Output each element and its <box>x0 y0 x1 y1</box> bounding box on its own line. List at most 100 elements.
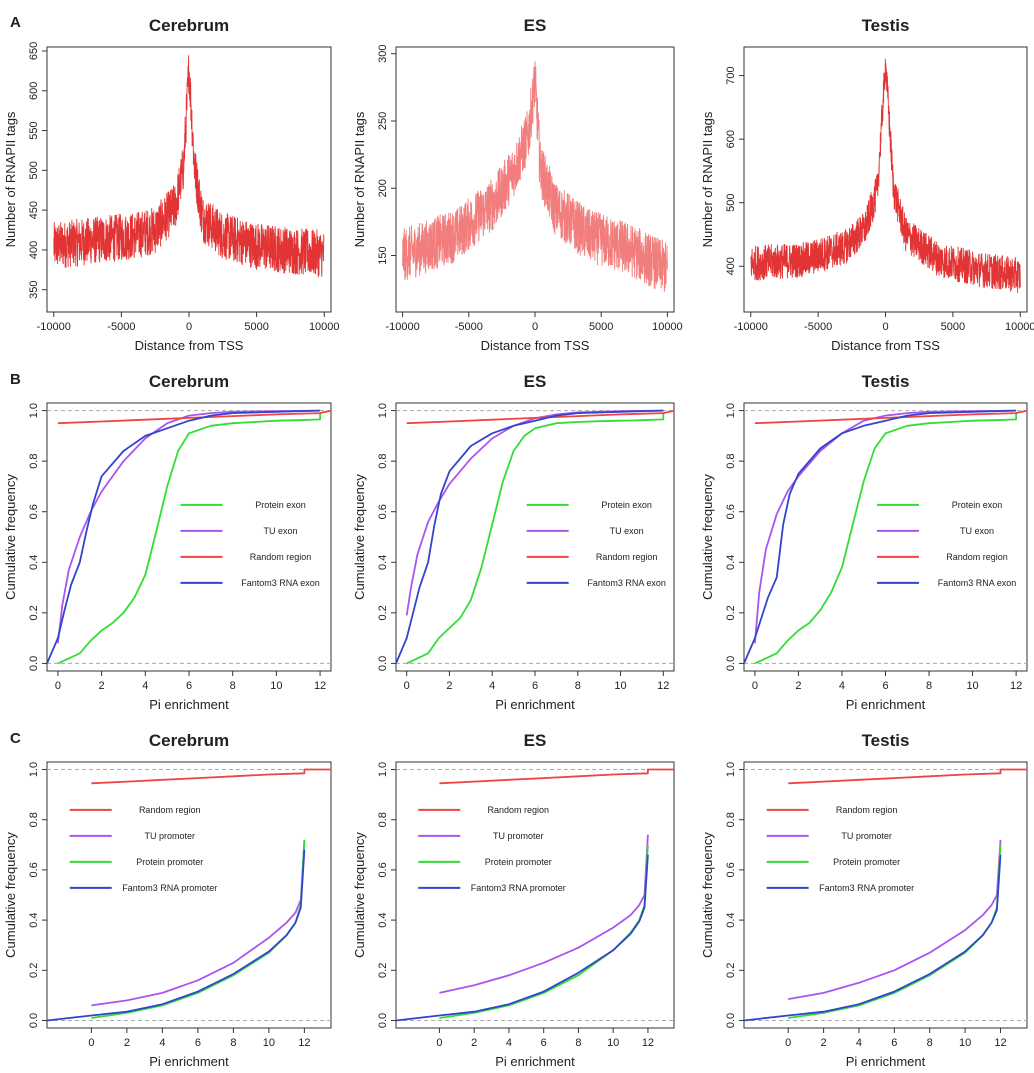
chart-b-testis-y-tick-label: 0.6 <box>725 504 737 519</box>
chart-b-cerebrum-x-tick-label: 0 <box>55 680 61 692</box>
chart-b-cerebrum-series-protein-exon <box>57 413 321 665</box>
chart-c-cerebrum-y-tick-label: 0.4 <box>28 912 40 927</box>
chart-c-es-series-random-region <box>439 768 674 785</box>
chart-b-cerebrum-legend: Protein exon TU exon Random region Fantom3 … <box>180 500 320 588</box>
chart-b-cerebrum-x-tick-label: 6 <box>186 680 192 692</box>
chart-b-cerebrum-y-axis-label: Cumulative frequency <box>3 474 18 600</box>
chart-b-cerebrum-y-tick-label: 0.4 <box>28 555 40 570</box>
chart-c-cerebrum-y-tick-label: 1.0 <box>28 762 40 777</box>
chart-a-cerebrum-y-tick-label: 650 <box>28 42 40 60</box>
chart-b-cerebrum-x-tick-label: 10 <box>270 680 282 692</box>
chart-b-es-legend: Protein exon TU exon Random region Fantom3 … <box>526 500 666 588</box>
panel-label-c: C <box>10 730 21 747</box>
chart-a-cerebrum-y-tick-label: 550 <box>28 121 40 139</box>
chart-c-es-x-tick-label: 12 <box>642 1037 654 1049</box>
chart-a-cerebrum-x-tick-label: 0 <box>186 321 192 333</box>
chart-a-es-y-tick-label: 300 <box>377 45 389 63</box>
chart-c-es-y-tick-label: 0.0 <box>377 1013 389 1028</box>
chart-b-es-title: ES <box>524 372 547 391</box>
chart-a-es-y-tick-label: 250 <box>377 112 389 130</box>
chart-b-cerebrum-legend-label-protein-exon: Protein exon <box>255 500 306 510</box>
chart-c-testis-legend-label-protein-promoter: Protein promoter <box>833 857 900 867</box>
chart-a-testis-x-axis-label: Distance from TSS <box>831 338 940 353</box>
chart-b-cerebrum-legend-label-fantom3-rna-exon: Fantom3 RNA exon <box>241 578 320 588</box>
chart-c-testis-y-axis-label: Cumulative frequency <box>700 832 715 958</box>
chart-c-es-legend-label-protein-promoter: Protein promoter <box>485 857 552 867</box>
chart-c-es-legend-label-fantom3-rna-promoter: Fantom3 RNA promoter <box>471 883 566 893</box>
chart-b-cerebrum-y-tick-label: 1.0 <box>28 403 40 418</box>
chart-a-cerebrum-x-tick-label: -5000 <box>107 321 135 333</box>
chart-c-testis-x-tick-label: 6 <box>891 1037 897 1049</box>
chart-b-es-x-axis-label: Pi enrichment <box>495 697 575 712</box>
chart-c-cerebrum-title: Cerebrum <box>149 731 229 750</box>
chart-a-cerebrum-y-tick-label: 600 <box>28 82 40 100</box>
chart-b-es-x-tick-label: 6 <box>532 680 538 692</box>
chart-c-testis-y-tick-label: 0.8 <box>725 812 737 827</box>
chart-a-es-x-axis-label: Distance from TSS <box>481 338 590 353</box>
chart-a-cerebrum: Cerebrum -10000 -5000 0 5000 10000 350 400 450 50… <box>3 16 340 353</box>
panel-label-b: B <box>10 371 21 388</box>
chart-c-es-x-tick-label: 0 <box>436 1037 442 1049</box>
chart-c-testis-x-tick-label: 8 <box>927 1037 933 1049</box>
chart-c-testis-x-tick-label: 4 <box>856 1037 862 1049</box>
chart-c-testis-title: Testis <box>862 731 910 750</box>
chart-c-cerebrum-x-tick-label: 6 <box>195 1037 201 1049</box>
chart-a-cerebrum-y-tick-label: 350 <box>28 281 40 299</box>
chart-b-es-legend-label-fantom3-rna-exon: Fantom3 RNA exon <box>587 578 666 588</box>
chart-c-cerebrum-y-tick-label: 0.2 <box>28 963 40 978</box>
chart-b-cerebrum-y-tick-label: 0.2 <box>28 605 40 620</box>
panel-label-a: A <box>10 14 21 31</box>
chart-a-es-series-tag-profile <box>402 61 668 292</box>
chart-c-testis-y-tick-label: 0.4 <box>725 912 737 927</box>
chart-b-testis-legend-label-fantom3-rna-exon: Fantom3 RNA exon <box>938 578 1017 588</box>
chart-b-cerebrum-x-tick-label: 4 <box>142 680 148 692</box>
chart-c-es-x-tick-label: 4 <box>506 1037 512 1049</box>
chart-b-cerebrum-y-tick-label: 0.8 <box>28 454 40 469</box>
chart-a-es-title: ES <box>524 16 547 35</box>
chart-a-cerebrum-x-tick-label: 10000 <box>309 321 340 333</box>
chart-b-testis-x-tick-label: 0 <box>752 680 758 692</box>
chart-c-cerebrum-legend-label-protein-promoter: Protein promoter <box>136 857 203 867</box>
chart-c-cerebrum-legend-label-tu-promoter: TU promoter <box>144 831 195 841</box>
chart-c-testis-x-tick-label: 2 <box>821 1037 827 1049</box>
chart-b-testis-legend: Protein exon TU exon Random region Fantom3 … <box>877 500 1016 588</box>
chart-b-cerebrum: Cerebrum 0 2 4 6 8 10 12 0.0 0.2 0.4 0.6 0.8 1.0 Pi en… <box>3 372 332 712</box>
chart-b-testis-x-tick-label: 4 <box>839 680 845 692</box>
chart-b-cerebrum-series-tu-exon <box>57 409 321 644</box>
chart-c-testis-x-axis-label: Pi enrichment <box>846 1054 926 1069</box>
chart-c-es-y-tick-label: 0.2 <box>377 963 389 978</box>
chart-c-testis-y-tick-label: 0.0 <box>725 1013 737 1028</box>
chart-c-cerebrum-x-tick-label: 2 <box>124 1037 130 1049</box>
chart-b-testis-y-tick-label: 0.8 <box>725 454 737 469</box>
chart-c-cerebrum-x-axis-label: Pi enrichment <box>149 1054 229 1069</box>
chart-a-testis-x-tick-label: 0 <box>882 321 888 333</box>
chart-b-es-series-protein-exon <box>406 413 665 665</box>
chart-c-es-y-tick-label: 0.4 <box>377 912 389 927</box>
chart-c-cerebrum-x-tick-label: 0 <box>88 1037 94 1049</box>
chart-b-testis-x-tick-label: 10 <box>966 680 978 692</box>
chart-c-es-y-axis-label: Cumulative frequency <box>352 832 367 958</box>
chart-c-es-frame <box>395 761 675 1029</box>
chart-c-cerebrum-x-tick-label: 12 <box>298 1037 310 1049</box>
chart-a-testis-y-tick-label: 700 <box>725 66 737 84</box>
chart-c-es: ES 0 2 4 6 8 10 12 0.0 0.2 0.4 0.6 0.8 1.0 Pi enrichme… <box>352 731 675 1069</box>
chart-c-es-x-tick-label: 8 <box>575 1037 581 1049</box>
chart-b-es-legend-label-random-region: Random region <box>596 552 658 562</box>
chart-b-testis-series-fantom3-rna-exon <box>743 409 1017 664</box>
chart-b-es-y-tick-label: 0.8 <box>377 454 389 469</box>
chart-a-cerebrum-x-axis-label: Distance from TSS <box>135 338 244 353</box>
chart-b-cerebrum-x-tick-label: 8 <box>230 680 236 692</box>
chart-c-es-series-fantom3-rna-promoter <box>395 854 649 1022</box>
chart-b-testis-y-tick-label: 0.0 <box>725 656 737 671</box>
chart-b-es-x-tick-label: 0 <box>404 680 410 692</box>
chart-c-es-title: ES <box>524 731 547 750</box>
chart-b-cerebrum-series-random-region <box>57 409 332 425</box>
chart-b-testis-x-tick-label: 6 <box>882 680 888 692</box>
chart-a-testis-y-tick-label: 500 <box>725 194 737 212</box>
chart-a-testis-y-tick-label: 600 <box>725 130 737 148</box>
chart-b-testis-series-protein-exon <box>754 413 1017 665</box>
chart-a-cerebrum-x-tick-label: -10000 <box>37 321 71 333</box>
chart-a-cerebrum-y-axis-label: Number of RNAPII tags <box>3 111 18 247</box>
chart-a-testis: Testis -10000 -5000 0 5000 10000 400 500 600 700 D… <box>700 16 1034 353</box>
